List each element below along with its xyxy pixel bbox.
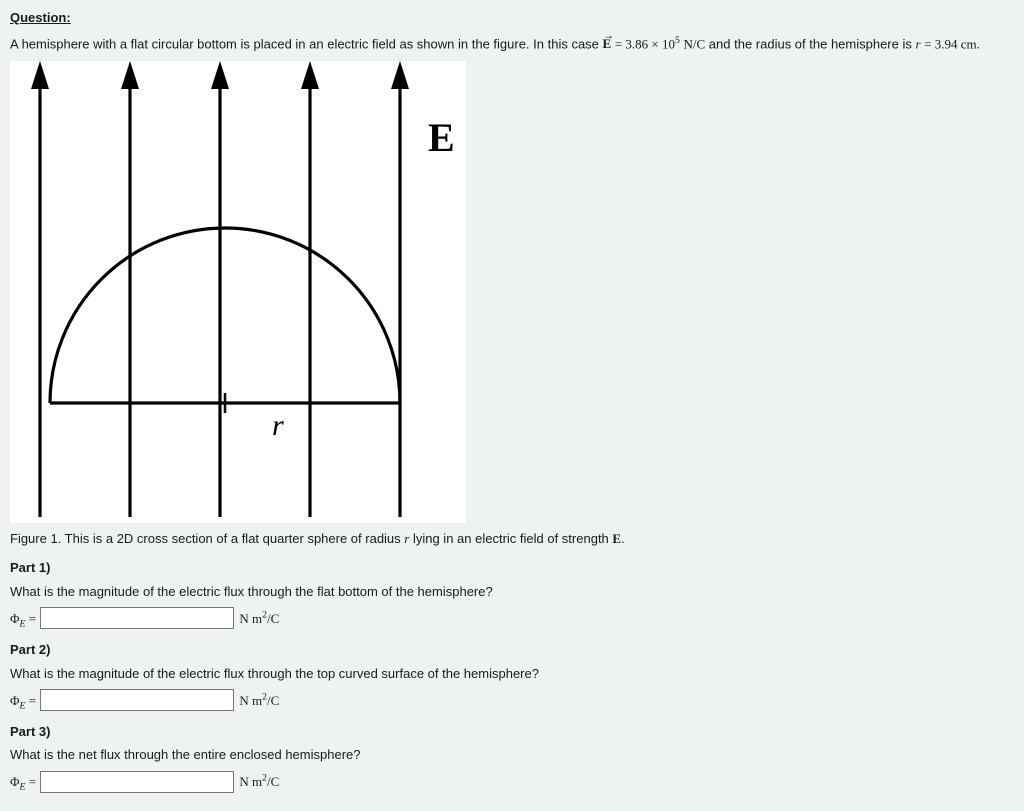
flux-symbol-2: ΦE = [10, 693, 36, 708]
equals-1: = [615, 36, 626, 51]
flux-symbol-3: ΦE = [10, 774, 36, 789]
part-question-3: What is the net flux through the entire … [10, 745, 1014, 765]
r-value: 3.94 cm. [935, 36, 980, 51]
equals-2: = [924, 36, 935, 51]
part-header-2: Part 2) [10, 640, 1014, 660]
answer-row-2: ΦE = N m2/C [10, 689, 1014, 714]
part-question-1: What is the magnitude of the electric fl… [10, 582, 1014, 602]
part-question-2: What is the magnitude of the electric fl… [10, 664, 1014, 684]
figure-container: Er [10, 61, 466, 523]
question-prompt: A hemisphere with a flat circular bottom… [10, 34, 1014, 54]
prompt-text-mid: and the radius of the hemisphere is [709, 36, 916, 51]
caption-E: E [612, 531, 621, 546]
svg-text:E: E [428, 115, 455, 160]
E-unit: N/C [684, 36, 706, 51]
flux-symbol-1: ΦE = [10, 611, 36, 626]
E-exponent: 5 [675, 35, 680, 46]
question-heading: Question: [10, 8, 1014, 28]
flux-unit-3: N m2/C [236, 774, 279, 789]
caption-mid: lying in an electric field of strength [409, 531, 612, 546]
answer-row-1: ΦE = N m2/C [10, 607, 1014, 632]
caption-pre: Figure 1. This is a 2D cross section of … [10, 531, 404, 546]
part-header-3: Part 3) [10, 722, 1014, 742]
E-value: 3.86 × 10 [625, 36, 675, 51]
flux-input-3[interactable] [40, 771, 234, 793]
flux-unit-2: N m2/C [236, 693, 279, 708]
caption-end: . [621, 531, 625, 546]
r-symbol: r [915, 36, 920, 51]
flux-unit-1: N m2/C [236, 611, 279, 626]
vector-E-symbol: E [603, 34, 612, 54]
hemisphere-figure: Er [10, 61, 466, 517]
prompt-text-pre: A hemisphere with a flat circular bottom… [10, 36, 603, 51]
figure-caption: Figure 1. This is a 2D cross section of … [10, 529, 1014, 549]
flux-input-1[interactable] [40, 607, 234, 629]
svg-text:r: r [272, 409, 284, 442]
part-header-1: Part 1) [10, 558, 1014, 578]
answer-row-3: ΦE = N m2/C [10, 771, 1014, 796]
flux-input-2[interactable] [40, 689, 234, 711]
